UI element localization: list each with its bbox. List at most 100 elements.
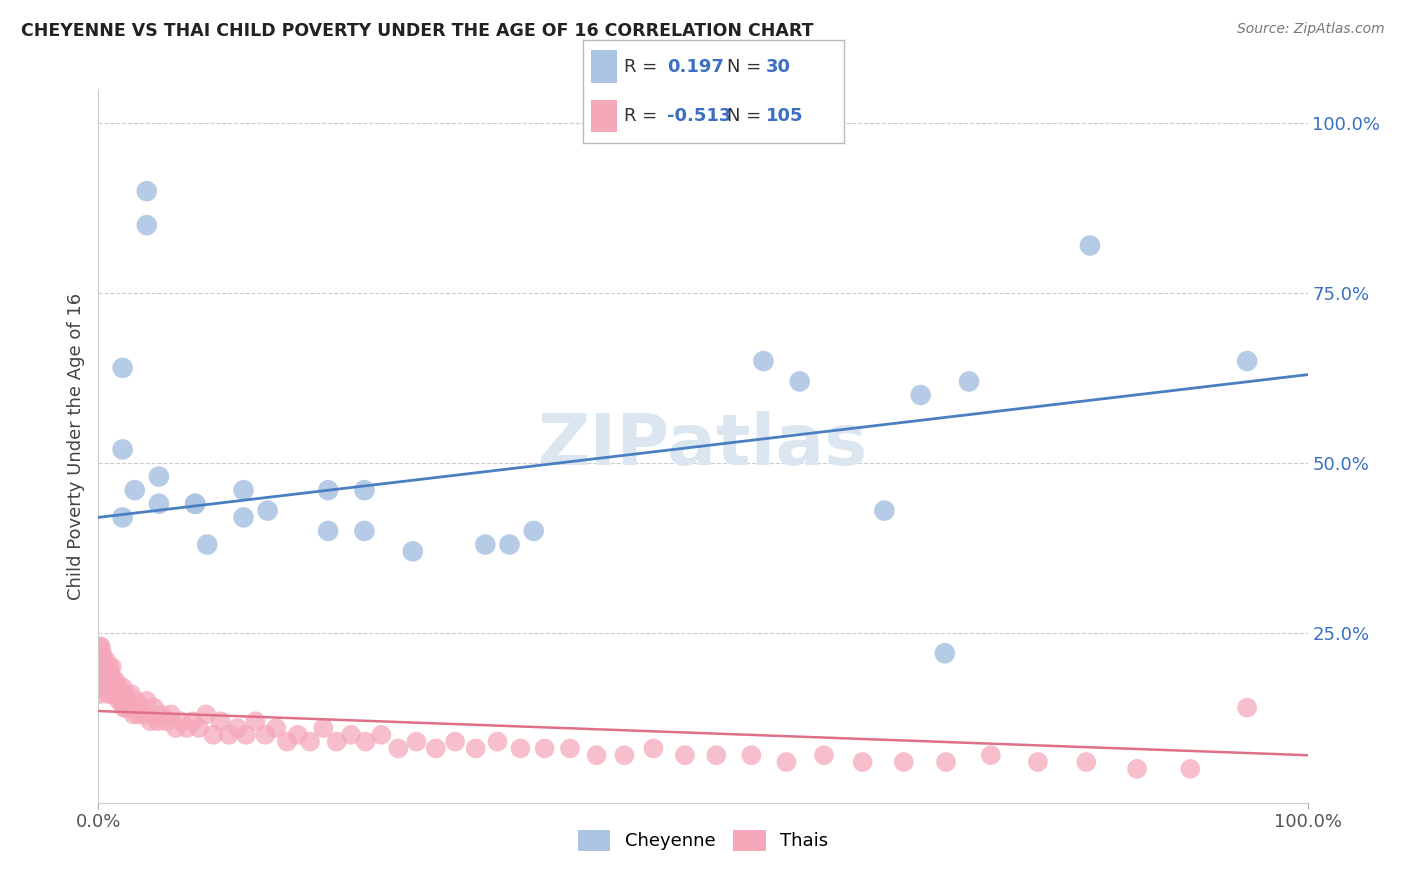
Point — [474, 537, 496, 551]
Point — [789, 375, 811, 389]
Point — [353, 483, 375, 498]
Point — [232, 510, 254, 524]
Point — [673, 748, 696, 763]
Point — [120, 687, 142, 701]
Point — [94, 653, 117, 667]
Point — [114, 687, 136, 701]
Point — [169, 714, 191, 729]
Point — [108, 694, 131, 708]
Point — [264, 721, 287, 735]
Point — [354, 734, 377, 748]
Point — [96, 680, 118, 694]
Point — [405, 734, 427, 748]
Y-axis label: Child Poverty Under the Age of 16: Child Poverty Under the Age of 16 — [66, 293, 84, 599]
Point — [195, 537, 218, 551]
Text: 105: 105 — [765, 107, 803, 125]
Text: R =: R = — [624, 107, 662, 125]
Point — [134, 707, 156, 722]
Point — [100, 666, 122, 681]
Point — [107, 680, 129, 694]
Point — [276, 734, 298, 748]
Point — [118, 700, 141, 714]
Point — [100, 660, 122, 674]
Point — [235, 728, 257, 742]
Point — [139, 714, 162, 729]
Point — [148, 469, 170, 483]
Point — [89, 660, 111, 674]
Point — [486, 734, 509, 748]
Point — [124, 483, 146, 498]
Point — [852, 755, 875, 769]
Point — [176, 721, 198, 735]
Point — [111, 442, 134, 457]
Point — [893, 755, 915, 769]
Point — [103, 680, 125, 694]
Point — [752, 354, 775, 368]
Point — [195, 707, 218, 722]
Point — [117, 694, 139, 708]
Point — [509, 741, 531, 756]
Point — [94, 673, 117, 688]
Point — [111, 680, 134, 694]
Point — [155, 714, 177, 729]
Point — [129, 700, 152, 714]
Point — [340, 728, 363, 742]
Bar — [592, 50, 617, 83]
Point — [100, 687, 122, 701]
Point — [533, 741, 555, 756]
Point — [91, 673, 114, 688]
Point — [89, 640, 111, 654]
Point — [775, 755, 797, 769]
Point — [316, 524, 339, 538]
Text: 0.197: 0.197 — [666, 58, 724, 76]
Point — [184, 497, 207, 511]
Point — [558, 741, 581, 756]
Point — [93, 680, 115, 694]
Point — [935, 755, 957, 769]
Point — [184, 497, 207, 511]
Point — [135, 694, 157, 708]
Point — [254, 728, 277, 742]
Point — [89, 666, 111, 681]
Bar — [592, 100, 617, 132]
Text: R =: R = — [624, 58, 662, 76]
Point — [98, 660, 121, 674]
Point — [498, 537, 520, 551]
Point — [585, 748, 607, 763]
Point — [316, 483, 339, 498]
Point — [160, 707, 183, 722]
Point — [89, 687, 111, 701]
Point — [1236, 354, 1258, 368]
Point — [89, 673, 111, 688]
Point — [740, 748, 762, 763]
Point — [108, 687, 131, 701]
Text: N =: N = — [727, 58, 766, 76]
Point — [209, 714, 232, 729]
Point — [425, 741, 447, 756]
Point — [287, 728, 309, 742]
Point — [1236, 700, 1258, 714]
Point — [245, 714, 267, 729]
Point — [91, 646, 114, 660]
Point — [353, 524, 375, 538]
Point — [387, 741, 409, 756]
Point — [93, 660, 115, 674]
Point — [402, 544, 425, 558]
Point — [704, 748, 727, 763]
Point — [464, 741, 486, 756]
Text: ZIPatlas: ZIPatlas — [538, 411, 868, 481]
Text: -0.513: -0.513 — [666, 107, 731, 125]
Point — [112, 700, 135, 714]
Point — [104, 673, 127, 688]
Point — [127, 707, 149, 722]
Point — [122, 707, 145, 722]
Point — [143, 700, 166, 714]
Point — [202, 728, 225, 742]
Point — [91, 666, 114, 681]
Text: Source: ZipAtlas.com: Source: ZipAtlas.com — [1237, 22, 1385, 37]
Point — [90, 640, 112, 654]
Point — [1180, 762, 1202, 776]
Point — [444, 734, 467, 748]
Text: CHEYENNE VS THAI CHILD POVERTY UNDER THE AGE OF 16 CORRELATION CHART: CHEYENNE VS THAI CHILD POVERTY UNDER THE… — [21, 22, 814, 40]
Point — [97, 687, 120, 701]
